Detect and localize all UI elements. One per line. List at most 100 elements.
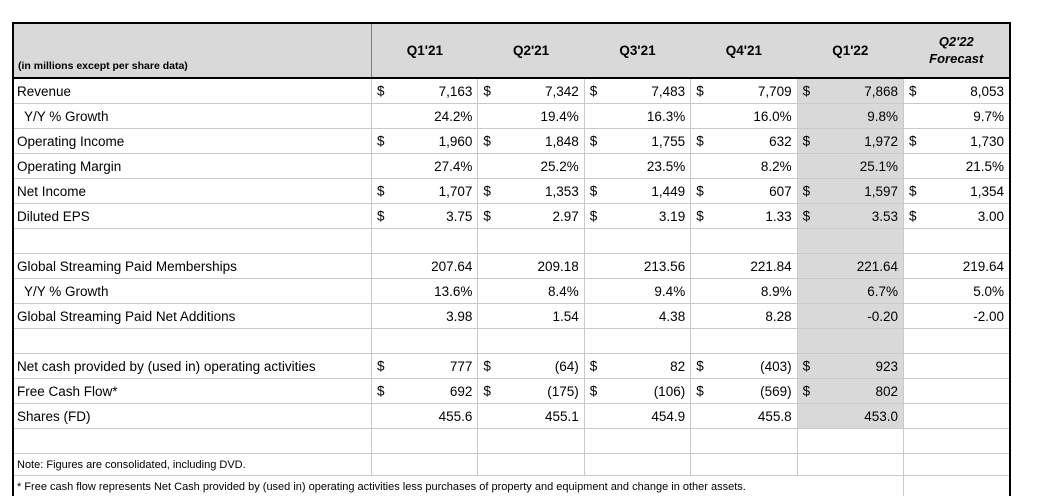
empty-cell	[903, 453, 1011, 476]
cell: $7,342	[477, 78, 585, 104]
cell	[371, 228, 479, 254]
currency-symbol: $	[376, 383, 385, 399]
cell-value: (175)	[547, 383, 579, 399]
currency-symbol: $	[589, 383, 598, 399]
row-label	[13, 428, 372, 454]
cell: 213.56	[584, 253, 692, 279]
currency-symbol: $	[376, 133, 385, 149]
cell	[797, 428, 905, 454]
cell: 27.4%	[371, 153, 479, 179]
empty-cell	[797, 453, 905, 476]
cell: $1,353	[477, 178, 585, 204]
currency-symbol: $	[589, 83, 598, 99]
cell: $7,868	[797, 78, 905, 104]
cell: $1,597	[797, 178, 905, 204]
cell: 219.64	[903, 253, 1011, 279]
cell: $ (175)	[477, 378, 585, 404]
cell: $777	[371, 353, 479, 379]
currency-symbol: $	[802, 383, 811, 399]
cell-value: 3.00	[977, 208, 1004, 224]
table-row: Net cash provided by (used in) operating…	[13, 353, 1011, 379]
cell: $802	[797, 378, 905, 404]
table-row: Revenue $7,163 $7,342 $7,483 $7,709 $7,868 $8,…	[13, 78, 1011, 104]
footnote-text: Note: Figures are consolidated, includin…	[13, 453, 372, 476]
forecast-sublabel: Forecast	[929, 50, 984, 66]
cell	[584, 228, 692, 254]
cell: $632	[690, 128, 798, 154]
cell: 4.38	[584, 303, 692, 329]
cell-value: (569)	[760, 383, 792, 399]
table-row: Diluted EPS $3.75 $2.97 $3.19 $1.33 $3.53 $3.0…	[13, 203, 1011, 229]
cell	[903, 328, 1011, 354]
currency-symbol: $	[909, 183, 917, 199]
currency-symbol: $	[802, 358, 811, 374]
column-header-q1-22: Q1'22	[797, 23, 904, 79]
table-body: Revenue $7,163 $7,342 $7,483 $7,709 $7,868 $8,…	[13, 78, 1011, 454]
cell	[797, 228, 905, 254]
currency-symbol: $	[696, 358, 704, 374]
table-row: Y/Y % Growth 24.2% 19.4% 16.3% 16.0% 9.8% 9.7%	[13, 103, 1011, 129]
cell	[477, 228, 585, 254]
cell	[477, 428, 585, 454]
currency-symbol: $	[696, 383, 704, 399]
table-row: Y/Y % Growth 13.6% 8.4% 9.4% 8.9% 6.7% 5.0%	[13, 278, 1011, 304]
cell-value: 82	[670, 358, 686, 374]
cell: 23.5%	[584, 153, 692, 179]
cell: 221.64	[797, 253, 905, 279]
currency-symbol: $	[696, 183, 704, 199]
currency-symbol: $	[483, 383, 491, 399]
row-label: Global Streaming Paid Net Additions	[13, 303, 372, 329]
cell-value: 1,449	[651, 183, 686, 199]
table-row	[13, 428, 1011, 454]
table-row	[13, 328, 1011, 354]
empty-cell	[584, 453, 692, 476]
cell: -2.00	[903, 303, 1011, 329]
header-row: (in millions except per share data) Q1'2…	[13, 23, 1010, 79]
cell-value: 7,868	[864, 83, 899, 99]
cell: 25.2%	[477, 153, 585, 179]
cell-value: (106)	[653, 383, 686, 399]
empty-cell	[903, 475, 1011, 496]
currency-symbol: $	[802, 208, 811, 224]
cell-value: 3.19	[658, 208, 686, 224]
cell: 5.0%	[903, 278, 1011, 304]
row-label: Net Income	[13, 178, 372, 204]
empty-cell	[477, 453, 585, 476]
table-row: Global Streaming Paid Net Additions 3.98 1…	[13, 303, 1011, 329]
footnote-row: Note: Figures are consolidated, includin…	[13, 453, 1011, 476]
cell-value: 1,848	[544, 133, 579, 149]
cell-value: 3.53	[871, 208, 899, 224]
cell-value: 1.33	[765, 208, 792, 224]
footnote-text: * Free cash flow represents Net Cash pro…	[13, 475, 905, 496]
currency-symbol: $	[696, 133, 704, 149]
cell-value: 777	[449, 358, 473, 374]
cell: -0.20	[797, 303, 905, 329]
cell: $692	[371, 378, 479, 404]
cell	[690, 328, 798, 354]
cell-value: 7,709	[757, 83, 792, 99]
cell: 8.2%	[690, 153, 798, 179]
row-label: Revenue	[13, 78, 372, 104]
cell: $1,972	[797, 128, 905, 154]
cell-value: 607	[769, 183, 792, 199]
column-header-q2-21: Q2'21	[477, 23, 585, 79]
cell: 455.8	[690, 403, 798, 429]
currency-symbol: $	[483, 133, 491, 149]
cell-value: (64)	[554, 358, 579, 374]
currency-symbol: $	[802, 183, 811, 199]
cell	[690, 428, 798, 454]
cell	[584, 328, 692, 354]
cell	[477, 328, 585, 354]
currency-symbol: $	[483, 83, 491, 99]
cell: 9.7%	[903, 103, 1011, 129]
cell: 9.8%	[797, 103, 905, 129]
cell	[903, 428, 1011, 454]
cell-value: (403)	[760, 358, 792, 374]
cell: 1.54	[477, 303, 585, 329]
cell: 16.0%	[690, 103, 798, 129]
forecast-quarter-label: Q2'22	[938, 33, 974, 49]
table-row: Net Income $1,707 $1,353 $1,449 $607 $1,597 $1…	[13, 178, 1011, 204]
cell-value: 1,972	[864, 133, 899, 149]
cell-value: 1,597	[864, 183, 899, 199]
cell: $2.97	[477, 203, 585, 229]
